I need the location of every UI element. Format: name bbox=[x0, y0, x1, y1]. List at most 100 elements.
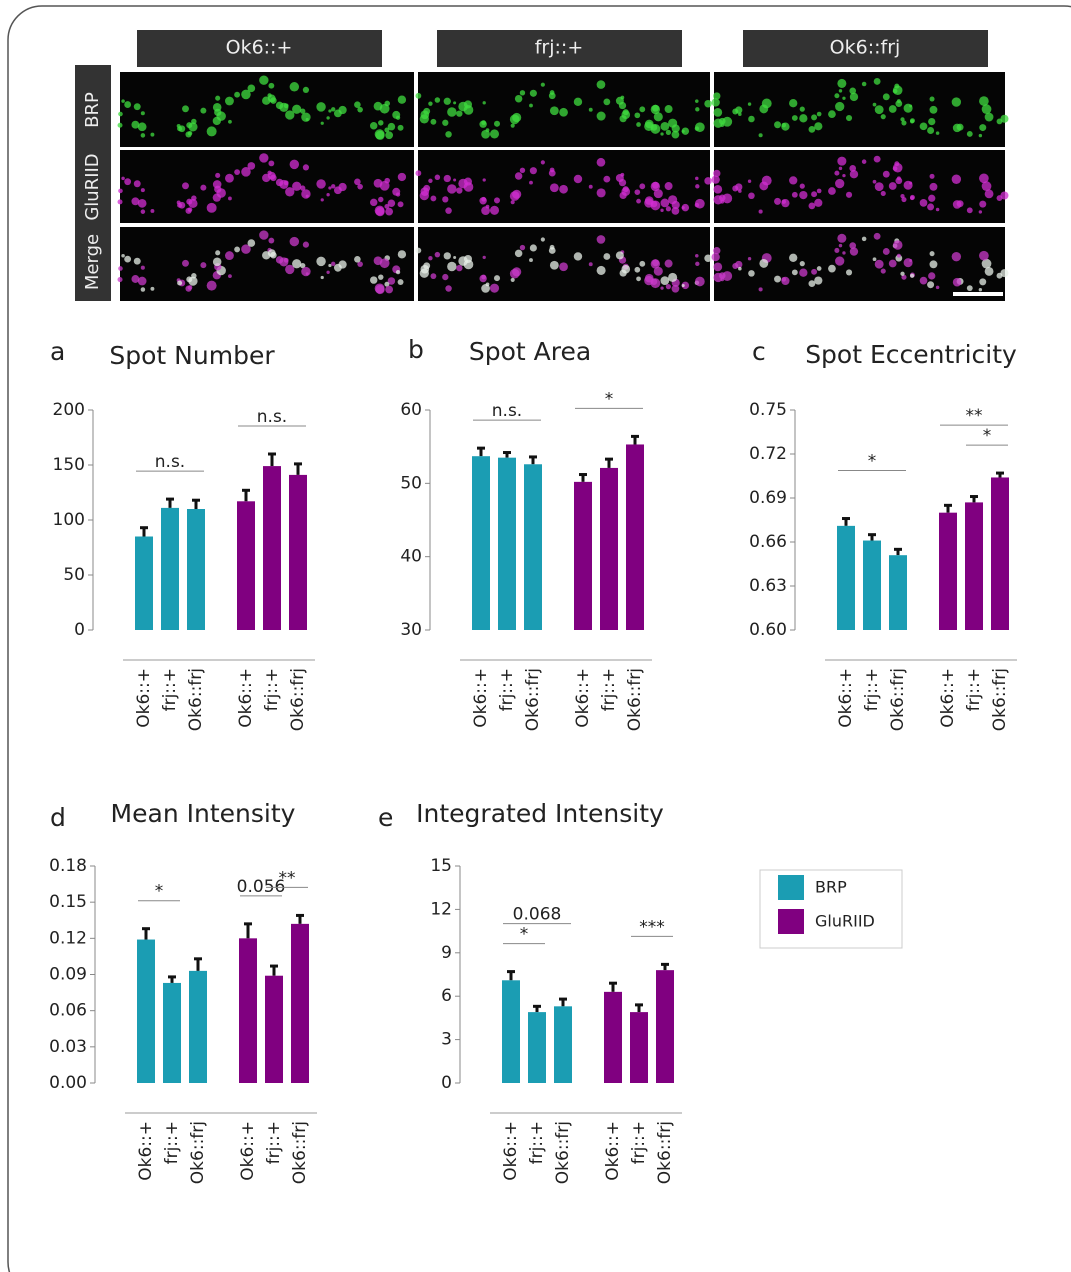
puncta bbox=[589, 108, 593, 112]
puncta bbox=[928, 118, 935, 125]
puncta bbox=[597, 188, 606, 197]
puncta bbox=[842, 97, 845, 100]
puncta bbox=[150, 287, 154, 291]
puncta bbox=[930, 183, 938, 191]
puncta bbox=[430, 196, 436, 202]
puncta bbox=[559, 108, 568, 117]
panel-letter: d bbox=[50, 803, 66, 832]
puncta bbox=[398, 279, 404, 285]
puncta bbox=[188, 285, 193, 290]
puncta bbox=[781, 277, 789, 285]
y-tick-label: 100 bbox=[53, 510, 85, 530]
puncta bbox=[511, 124, 515, 128]
puncta bbox=[574, 252, 582, 260]
puncta bbox=[234, 247, 240, 253]
puncta bbox=[378, 120, 383, 125]
y-tick-label: 200 bbox=[53, 400, 85, 420]
y-tick-label: 0.18 bbox=[49, 856, 87, 876]
x-tick-label: Ok6::frj bbox=[553, 1121, 573, 1184]
panel-letter: c bbox=[752, 337, 766, 366]
puncta bbox=[616, 251, 624, 259]
puncta bbox=[530, 90, 537, 97]
puncta bbox=[979, 251, 989, 261]
puncta bbox=[370, 199, 377, 206]
puncta bbox=[420, 187, 429, 196]
puncta bbox=[456, 187, 462, 193]
puncta bbox=[695, 184, 699, 188]
puncta bbox=[456, 265, 462, 271]
puncta bbox=[141, 266, 145, 270]
y-tick-label: 15 bbox=[430, 856, 452, 876]
puncta bbox=[228, 120, 232, 124]
puncta bbox=[695, 177, 699, 181]
puncta bbox=[529, 104, 533, 108]
puncta bbox=[213, 258, 222, 267]
puncta bbox=[883, 93, 890, 100]
puncta bbox=[814, 122, 822, 130]
puncta bbox=[481, 130, 490, 139]
puncta bbox=[520, 90, 525, 95]
puncta bbox=[445, 285, 452, 292]
puncta bbox=[979, 278, 986, 285]
micrograph bbox=[714, 72, 1005, 147]
puncta bbox=[666, 284, 671, 289]
y-tick-label: 150 bbox=[53, 455, 85, 475]
puncta bbox=[616, 97, 624, 105]
y-tick-label: 0.69 bbox=[749, 488, 787, 508]
puncta bbox=[207, 126, 217, 136]
puncta bbox=[952, 252, 961, 261]
x-tick-label: frj::+ bbox=[862, 668, 882, 711]
puncta bbox=[234, 92, 240, 98]
puncta bbox=[316, 102, 325, 111]
puncta bbox=[748, 270, 755, 277]
x-tick-label: Ok6::frj bbox=[288, 668, 308, 731]
puncta bbox=[712, 98, 720, 106]
puncta bbox=[207, 203, 217, 213]
y-tick-label: 0 bbox=[74, 620, 85, 640]
puncta bbox=[835, 179, 844, 188]
puncta bbox=[200, 185, 206, 191]
bar bbox=[135, 537, 153, 631]
puncta bbox=[759, 133, 763, 137]
puncta bbox=[559, 185, 568, 194]
x-tick-label: Ok6::frj bbox=[888, 668, 908, 731]
puncta bbox=[839, 89, 842, 92]
puncta bbox=[447, 107, 456, 116]
puncta bbox=[453, 179, 456, 182]
puncta bbox=[603, 176, 610, 183]
puncta bbox=[510, 191, 520, 201]
puncta bbox=[118, 199, 123, 204]
puncta bbox=[428, 179, 432, 183]
puncta bbox=[118, 189, 123, 194]
x-tick-label: Ok6::frj bbox=[990, 668, 1010, 731]
puncta bbox=[789, 176, 797, 184]
puncta bbox=[930, 106, 938, 114]
row-header: GluRIID bbox=[82, 153, 103, 220]
puncta bbox=[759, 210, 763, 214]
x-tick-label: frj::+ bbox=[527, 1121, 547, 1164]
puncta bbox=[665, 260, 673, 268]
puncta bbox=[138, 199, 147, 208]
puncta bbox=[338, 183, 346, 191]
puncta bbox=[862, 237, 867, 242]
puncta bbox=[862, 82, 867, 87]
puncta bbox=[177, 203, 182, 208]
micrograph bbox=[714, 227, 1005, 301]
puncta bbox=[846, 115, 852, 121]
puncta bbox=[326, 116, 329, 119]
puncta bbox=[290, 82, 299, 91]
puncta bbox=[321, 276, 324, 279]
puncta bbox=[182, 105, 189, 112]
y-tick-label: 60 bbox=[400, 400, 422, 420]
puncta bbox=[321, 198, 324, 201]
puncta bbox=[435, 175, 440, 180]
y-tick-label: 12 bbox=[430, 899, 452, 919]
puncta bbox=[789, 99, 797, 107]
puncta bbox=[672, 131, 680, 139]
puncta bbox=[121, 99, 125, 103]
bar bbox=[604, 992, 622, 1083]
puncta bbox=[799, 191, 807, 199]
puncta bbox=[875, 182, 884, 191]
puncta bbox=[550, 183, 559, 192]
bar bbox=[837, 526, 855, 630]
